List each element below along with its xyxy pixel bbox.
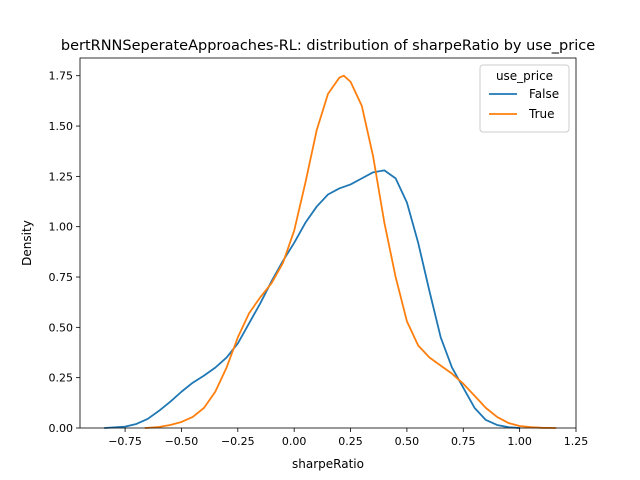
y-tick-label: 0.25 — [49, 372, 74, 385]
y-axis-label: Density — [20, 220, 34, 266]
y-tick-label: 0.75 — [49, 271, 74, 284]
x-tick-label: 0.50 — [395, 435, 420, 448]
x-tick-label: −0.25 — [221, 435, 255, 448]
y-tick-label: 0.00 — [49, 422, 74, 435]
series-line-true — [144, 74, 557, 429]
chart-title: bertRNNSeperateApproaches-RL: distributi… — [61, 38, 595, 54]
legend-title: use_price — [496, 69, 553, 83]
x-tick-label: 0.25 — [338, 435, 363, 448]
legend: use_price False True — [479, 64, 570, 133]
y-tick-label: 1.00 — [49, 221, 74, 234]
x-tick-label: 1.00 — [507, 435, 532, 448]
x-tick-label: 0.75 — [451, 435, 476, 448]
y-tick-label: 1.25 — [49, 170, 74, 183]
x-tick-label: 0.00 — [282, 435, 307, 448]
legend-frame — [479, 64, 570, 133]
series-line-false — [103, 169, 521, 429]
legend-label-false: False — [529, 87, 559, 101]
x-tick-label: 1.25 — [564, 435, 589, 448]
y-tick-label: 1.75 — [49, 70, 74, 83]
legend-label-true: True — [528, 107, 555, 121]
y-axis: 0.00 0.25 0.50 0.75 1.00 1.25 1.50 1.75 — [49, 70, 80, 435]
density-curves — [103, 74, 557, 429]
x-axis-label: sharpeRatio — [292, 457, 364, 471]
x-tick-label: −0.50 — [165, 435, 199, 448]
legend-entries: False True — [489, 87, 559, 121]
y-tick-label: 1.50 — [49, 120, 74, 133]
x-axis: −0.75 −0.50 −0.25 0.00 0.25 0.50 0.75 1.00 1.25 — [108, 428, 588, 448]
x-tick-label: −0.75 — [108, 435, 142, 448]
y-tick-label: 0.50 — [49, 321, 74, 334]
plot-frame — [79, 57, 577, 429]
